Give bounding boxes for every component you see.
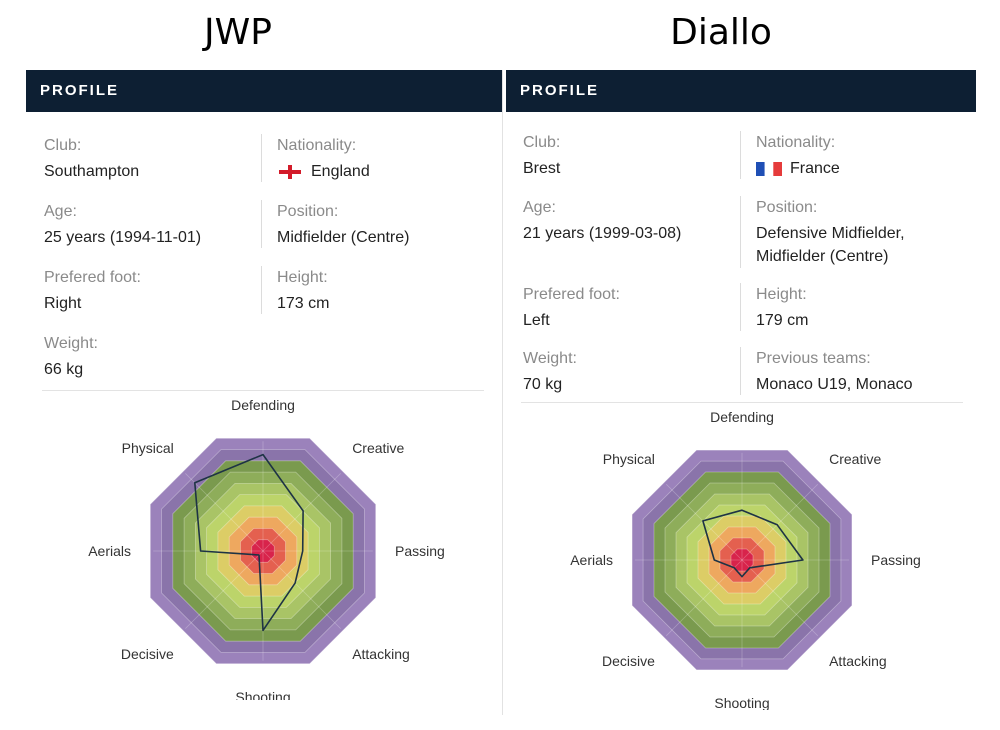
axis-label-decisive: Decisive (121, 646, 174, 662)
profile-card-diallo: PROFILE Club: Brest Nationality: France … (506, 70, 976, 715)
position-field: Position: Defensive Midfielder, Midfield… (756, 199, 966, 268)
height-field: Height: 179 cm (756, 286, 966, 332)
height-label: Height: (277, 269, 328, 286)
nationality-row: France (756, 157, 966, 180)
previous-teams-field: Previous teams: Monaco U19, Monaco (756, 350, 966, 396)
radar-spoke (665, 483, 743, 561)
foot-field: Prefered foot: Left (523, 286, 733, 332)
previous-teams-label: Previous teams: (756, 350, 871, 367)
axis-label-attacking: Attacking (829, 653, 887, 669)
profile-fields: Club: Southampton Nationality: England A… (26, 122, 502, 392)
club-field: Club: Southampton (44, 137, 254, 183)
england-flag-icon (277, 162, 303, 181)
divider (740, 283, 741, 331)
france-flag-icon (756, 161, 782, 176)
club-value: Southampton (44, 163, 140, 180)
position-field: Position: Midfielder (Centre) (277, 203, 487, 249)
foot-value: Left (523, 312, 550, 329)
height-label: Height: (756, 286, 807, 303)
radar-series-line (194, 453, 304, 632)
profile-header: PROFILE (26, 70, 502, 112)
nationality-value: France (790, 160, 840, 177)
age-label: Age: (44, 203, 77, 220)
divider (740, 347, 741, 395)
radar-spoke (262, 550, 341, 629)
radar-chart-jwp: Defending Creative Passing Attacking Shootin… (88, 400, 445, 700)
axis-label-defending: Defending (231, 400, 295, 413)
profile-fields: Club: Brest Nationality: France Age: 21 … (506, 122, 976, 422)
nationality-row: England (277, 160, 487, 183)
radar-spoke (262, 473, 341, 552)
weight-value: 70 kg (523, 376, 563, 393)
club-field: Club: Brest (523, 134, 733, 180)
axis-label-physical: Physical (603, 451, 655, 467)
axis-label-physical: Physical (122, 440, 174, 456)
nationality-field: Nationality: France (756, 134, 966, 180)
weight-field: Weight: 66 kg (44, 335, 254, 381)
foot-value: Right (44, 295, 82, 312)
weight-field: Weight: 70 kg (523, 350, 733, 396)
nationality-label: Nationality: (277, 137, 357, 154)
player-title-jwp: JWP (204, 12, 272, 53)
position-value-line2: Midfielder (Centre) (756, 248, 889, 265)
axis-label-attacking: Attacking (352, 646, 410, 662)
section-divider (521, 402, 963, 403)
foot-label: Prefered foot: (523, 286, 620, 303)
position-value: Midfielder (Centre) (277, 229, 410, 246)
radar-spoke (665, 559, 743, 637)
section-divider (42, 390, 484, 391)
foot-field: Prefered foot: Right (44, 269, 254, 315)
profile-header: PROFILE (506, 70, 976, 112)
foot-label: Prefered foot: (44, 269, 141, 286)
height-value: 179 cm (756, 312, 809, 329)
age-label: Age: (523, 199, 556, 216)
axis-label-defending: Defending (710, 410, 774, 425)
club-label: Club: (44, 137, 82, 154)
age-field: Age: 21 years (1999-03-08) (523, 199, 733, 245)
axis-label-shooting: Shooting (714, 695, 769, 710)
divider (740, 131, 741, 179)
age-field: Age: 25 years (1994-11-01) (44, 203, 254, 249)
position-label: Position: (277, 203, 339, 220)
axis-label-aerials: Aerials (88, 543, 131, 559)
player-title-diallo: Diallo (670, 12, 772, 53)
position-label: Position: (756, 199, 818, 216)
divider (261, 134, 262, 182)
nationality-field: Nationality: England (277, 137, 487, 183)
axis-label-decisive: Decisive (602, 653, 655, 669)
radar-spoke (185, 550, 264, 629)
axis-label-passing: Passing (395, 543, 445, 559)
axis-label-shooting: Shooting (235, 689, 290, 700)
weight-value: 66 kg (44, 361, 84, 378)
divider (261, 266, 262, 314)
age-value: 25 years (1994-11-01) (44, 229, 202, 246)
radar-chart-diallo: Defending Creative Passing Attacking Shootin… (570, 410, 921, 710)
position-value-line1: Defensive Midfielder, (756, 225, 905, 242)
radar-spoke (185, 473, 264, 552)
weight-label: Weight: (523, 350, 577, 367)
previous-teams-value: Monaco U19, Monaco (756, 376, 913, 393)
axis-label-creative: Creative (829, 451, 881, 467)
divider (740, 196, 741, 268)
divider (261, 200, 262, 248)
radar-ring (251, 539, 275, 563)
club-label: Club: (523, 134, 561, 151)
club-value: Brest (523, 160, 561, 177)
axis-label-creative: Creative (352, 440, 404, 456)
radar-spoke (741, 559, 819, 637)
nationality-label: Nationality: (756, 134, 836, 151)
height-field: Height: 173 cm (277, 269, 487, 315)
weight-label: Weight: (44, 335, 98, 352)
radar-series-line (702, 509, 804, 578)
axis-label-aerials: Aerials (570, 552, 613, 568)
axis-label-passing: Passing (871, 552, 921, 568)
radar-spoke (741, 483, 819, 561)
height-value: 173 cm (277, 295, 330, 312)
nationality-value: England (311, 163, 370, 180)
profile-card-jwp: PROFILE Club: Southampton Nationality: E… (26, 70, 503, 715)
age-value: 21 years (1999-03-08) (523, 225, 682, 242)
